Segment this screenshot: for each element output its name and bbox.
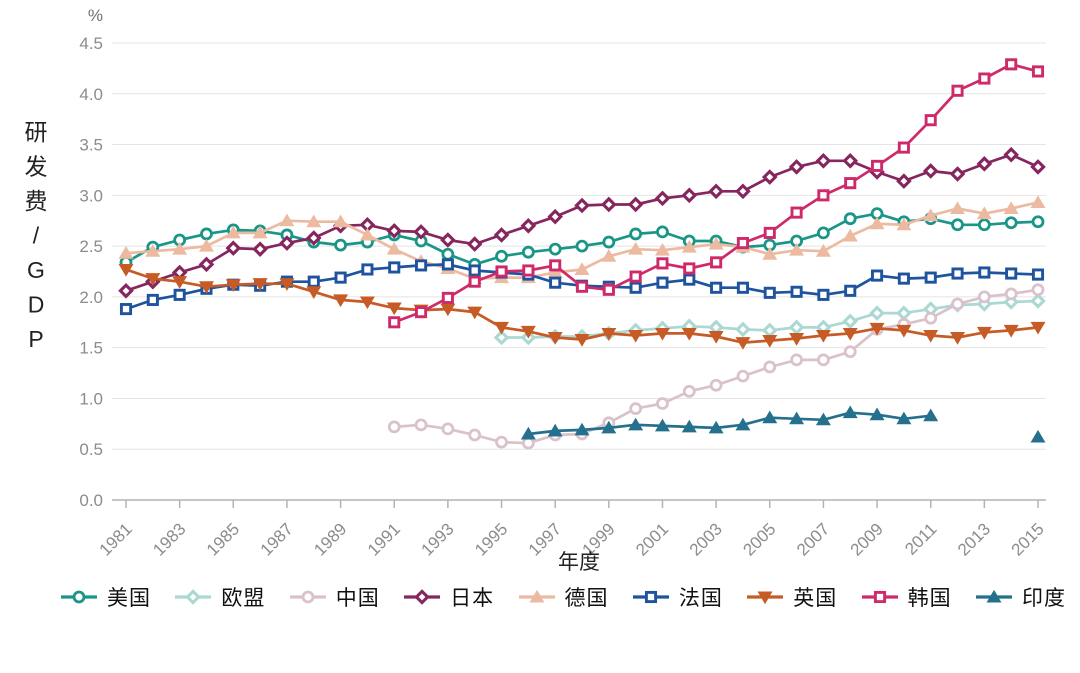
legend-marker-india-icon (976, 589, 1012, 603)
series-india (520, 405, 1046, 443)
legend-label-japan: 日本 (450, 587, 495, 610)
series-china (387, 283, 1045, 450)
x-tick-label: 1993 (418, 519, 458, 559)
legend-item-usa: 美国 (60, 582, 151, 612)
chart-legend: 美国 欧盟 中国 日本 德国 法国 英国 韩国 印度 (0, 580, 1080, 612)
x-tick-label: 1995 (471, 519, 511, 559)
legend-marker-uk-icon (747, 591, 784, 605)
y-axis-unit-label: % (88, 6, 103, 25)
x-tick-label: 2009 (847, 519, 887, 559)
legend-label-china: 中国 (335, 587, 380, 610)
y-axis-title-char: G (27, 257, 45, 283)
legend-item-france: 法国 (632, 582, 723, 612)
legend-label-germany: 德国 (564, 587, 609, 610)
legend-label-eu: 欧盟 (221, 587, 266, 610)
x-tick-label: 1989 (310, 519, 350, 559)
legend-marker-japan-icon (404, 589, 441, 605)
legend-label-india: 印度 (1022, 587, 1066, 610)
y-tick-label: 4.5 (79, 34, 103, 53)
x-tick-label: 1987 (257, 519, 297, 559)
y-tick-label: 1.5 (79, 339, 103, 358)
y-tick-label: 2.0 (79, 288, 103, 307)
legend-item-china: 中国 (289, 582, 380, 612)
y-axis-title-char: D (28, 292, 45, 318)
y-axis-title-char: 研 (25, 119, 48, 145)
x-tick-label: 2005 (739, 519, 779, 559)
x-tick-label: 1981 (96, 519, 136, 559)
legend-marker-usa-icon (61, 590, 97, 604)
y-axis-title-char: 发 (25, 154, 48, 180)
x-tick-label: 2013 (954, 519, 994, 559)
x-tick-label: 2011 (901, 519, 940, 558)
legend-marker-germany-icon (518, 589, 555, 603)
x-tick-label: 1991 (364, 519, 404, 559)
y-tick-label: 0.5 (79, 440, 103, 459)
legend-item-germany: 德国 (518, 582, 609, 612)
x-tick-label: 2003 (686, 519, 726, 559)
legend-marker-eu-icon (175, 589, 212, 605)
y-tick-label: 2.5 (79, 237, 103, 256)
series-korea (388, 58, 1045, 329)
y-axis-title-char: / (33, 223, 40, 249)
legend-label-korea: 韩国 (907, 587, 952, 610)
legend-item-uk: 英国 (746, 582, 837, 612)
y-axis-title-char: 费 (25, 188, 48, 214)
chart-canvas: 0.0 0.5 1.0 1.5 2.0 2.5 3.0 3.5 4.0 4.5% 1981 1983 1… (25, 6, 1048, 574)
x-tick-label: 1985 (203, 519, 243, 559)
legend-label-uk: 英国 (793, 587, 838, 610)
legend-marker-france-icon (632, 590, 669, 604)
series-japan (118, 146, 1046, 299)
legend-marker-china-icon (289, 590, 326, 604)
y-tick-label: 0.0 (79, 491, 103, 510)
x-tick-label: 2001 (632, 519, 672, 559)
series-line-china (392, 288, 1040, 445)
x-tick-label: 2015 (1008, 519, 1048, 559)
legend-item-korea: 韩国 (861, 582, 952, 612)
y-tick-label: 3.5 (79, 136, 103, 155)
legend-label-usa: 美国 (107, 587, 151, 610)
series-usa (119, 207, 1045, 271)
legend-item-japan: 日本 (403, 582, 494, 612)
x-tick-label: 1983 (149, 519, 189, 559)
legend-item-india: 印度 (975, 582, 1066, 612)
legend-label-france: 法国 (678, 587, 723, 610)
y-tick-label: 4.0 (79, 85, 103, 104)
y-tick-label: 1.0 (79, 389, 103, 408)
x-tick-label: 2007 (793, 519, 833, 559)
y-axis-title-char: P (28, 326, 43, 352)
x-axis-title: 年度 (558, 551, 600, 574)
legend-marker-korea-icon (861, 590, 898, 604)
y-tick-label: 3.0 (79, 186, 103, 205)
legend-item-eu: 欧盟 (174, 582, 265, 612)
